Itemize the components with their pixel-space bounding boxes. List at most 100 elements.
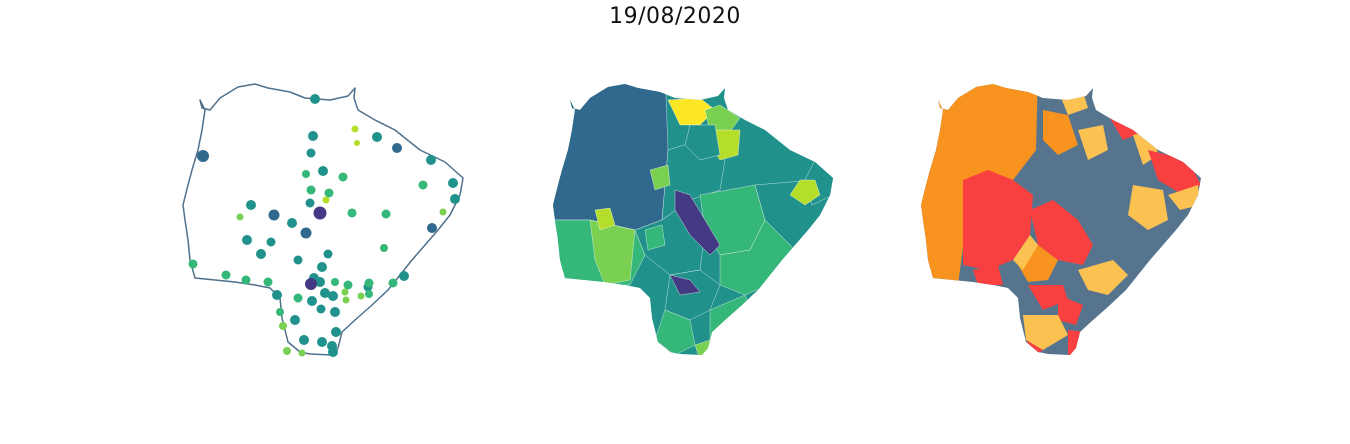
point-marker — [342, 296, 350, 304]
point-marker — [381, 209, 391, 219]
point-marker — [392, 143, 402, 153]
choropleth-region — [789, 179, 821, 206]
point-marker — [236, 213, 244, 221]
point-marker — [298, 349, 306, 357]
state-outline — [182, 83, 464, 356]
point-marker — [305, 198, 315, 208]
classification-region — [1026, 340, 1043, 355]
choropleth-regions — [553, 84, 833, 355]
point-marker — [351, 125, 359, 133]
point-marker — [380, 244, 388, 252]
point-marker — [293, 255, 303, 265]
point-marker — [241, 275, 251, 285]
point-marker — [197, 150, 209, 162]
figure-title: 19/08/2020 — [609, 4, 741, 29]
point-marker — [306, 148, 316, 158]
point-marker — [287, 218, 297, 228]
point-marker — [328, 291, 338, 301]
points-layer — [188, 94, 460, 357]
point-marker — [263, 277, 273, 287]
classification-region — [1018, 245, 1058, 282]
point-marker — [323, 249, 333, 259]
classification-map — [921, 84, 1201, 355]
point-marker — [338, 172, 348, 182]
point-marker — [279, 322, 287, 330]
point-marker — [418, 180, 428, 190]
point-marker — [357, 292, 365, 300]
points-map-panel — [180, 70, 480, 370]
point-marker — [372, 132, 382, 142]
point-marker — [388, 278, 398, 288]
point-marker — [290, 315, 300, 325]
classification-region — [1078, 260, 1128, 295]
choropleth-region — [594, 207, 616, 231]
point-marker — [322, 196, 330, 204]
classification-region — [1078, 125, 1108, 160]
point-marker — [331, 278, 339, 286]
classification-map-panel — [918, 70, 1218, 370]
points-map — [182, 83, 464, 357]
point-marker — [276, 308, 284, 316]
point-marker — [299, 335, 309, 345]
point-marker — [316, 304, 326, 314]
point-marker — [306, 185, 316, 195]
point-marker — [347, 208, 357, 218]
point-marker — [305, 278, 317, 290]
classification-region — [1068, 330, 1086, 355]
point-marker — [343, 280, 353, 290]
point-marker — [256, 249, 266, 259]
point-marker — [426, 155, 436, 165]
classification-region — [973, 265, 1003, 285]
classification-region — [963, 170, 1033, 270]
point-marker — [268, 209, 280, 221]
point-marker — [448, 178, 458, 188]
point-marker — [318, 166, 328, 176]
point-marker — [317, 262, 327, 272]
point-marker — [272, 290, 282, 300]
point-marker — [341, 288, 349, 296]
classification-region — [1023, 315, 1068, 350]
choropleth-region — [553, 84, 669, 231]
point-marker — [283, 347, 291, 355]
choropleth-region — [649, 164, 671, 191]
classification-region — [1043, 110, 1078, 155]
point-marker — [399, 271, 409, 281]
point-marker — [293, 293, 303, 303]
classification-region — [1058, 295, 1083, 325]
point-marker — [315, 277, 325, 287]
choropleth-map-panel — [550, 70, 850, 370]
point-marker — [354, 140, 360, 146]
point-marker — [450, 194, 460, 204]
choropleth-region — [684, 124, 721, 161]
point-marker — [328, 347, 338, 357]
choropleth-region — [669, 274, 701, 296]
classification-region — [1128, 185, 1168, 230]
choropleth-region — [674, 189, 721, 256]
classification-regions — [921, 84, 1201, 355]
point-marker — [300, 227, 312, 239]
point-marker — [365, 290, 373, 298]
point-marker — [308, 131, 318, 141]
classification-region — [1168, 185, 1200, 210]
point-marker — [242, 235, 252, 245]
point-marker — [310, 94, 320, 104]
point-marker — [324, 188, 334, 198]
point-marker — [331, 327, 341, 337]
point-marker — [330, 307, 340, 317]
point-marker — [313, 206, 327, 220]
choropleth-region — [654, 309, 696, 355]
point-marker — [266, 237, 276, 247]
point-marker — [302, 170, 310, 178]
classification-region — [1030, 200, 1093, 265]
point-marker — [221, 270, 231, 280]
classification-region — [1013, 235, 1038, 270]
point-marker — [188, 259, 198, 269]
point-marker — [317, 337, 327, 347]
choropleth-map — [553, 84, 833, 355]
point-marker — [427, 223, 437, 233]
point-marker — [439, 208, 447, 216]
point-marker — [320, 288, 330, 298]
choropleth-region — [589, 219, 636, 286]
point-marker — [364, 278, 374, 288]
point-marker — [307, 296, 317, 306]
